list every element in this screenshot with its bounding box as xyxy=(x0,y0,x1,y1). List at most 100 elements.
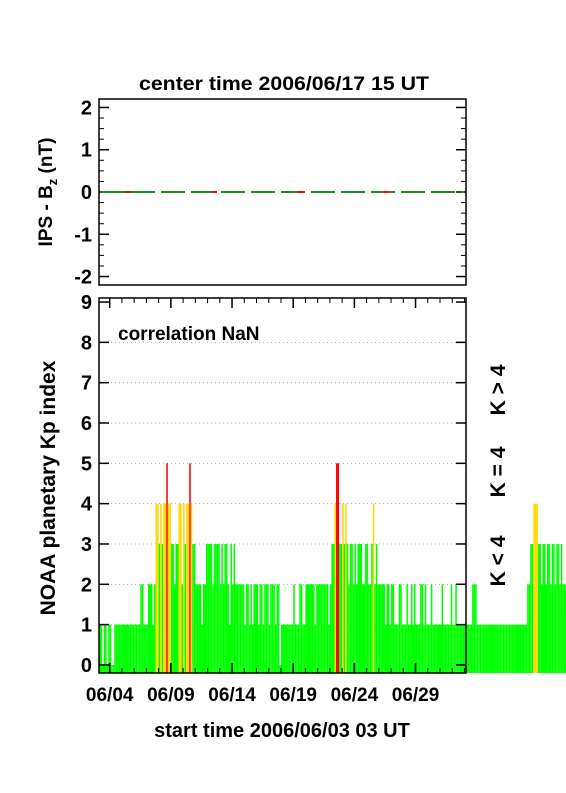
kp-bar xyxy=(521,624,523,673)
kp-bar xyxy=(485,624,488,673)
kp-bar xyxy=(129,624,132,673)
kp-bar xyxy=(543,543,546,673)
kp-bar xyxy=(418,624,421,673)
kp-bar xyxy=(459,624,462,673)
kp-bar xyxy=(332,543,335,673)
kp-bar xyxy=(517,624,520,673)
legend-entry: K > 4 xyxy=(487,364,510,415)
kp-bar xyxy=(420,584,422,673)
kp-bar xyxy=(528,584,531,673)
kp-bar xyxy=(308,584,311,673)
kp-bar xyxy=(484,624,486,673)
kp-bar xyxy=(458,624,460,673)
kp-bar xyxy=(496,624,499,673)
kp-bar xyxy=(343,543,346,673)
kp-bar xyxy=(192,543,194,673)
kp-bar xyxy=(511,624,514,673)
kp-bar xyxy=(201,624,203,673)
kp-bar xyxy=(443,624,445,673)
kp-bar xyxy=(291,624,294,673)
bottom-y-tick-label: 0 xyxy=(81,655,92,677)
kp-bar xyxy=(265,584,268,673)
kp-bar xyxy=(206,543,208,673)
kp-bar xyxy=(235,584,237,673)
kp-bar xyxy=(409,624,411,673)
kp-bar xyxy=(172,543,174,673)
top-panel-frame xyxy=(98,98,467,286)
kp-bar xyxy=(100,624,103,673)
kp-bar xyxy=(342,503,344,673)
kp-bar xyxy=(160,503,162,673)
kp-bar xyxy=(461,624,463,673)
kp-bar xyxy=(563,584,566,673)
top-y-tick-label: 0 xyxy=(81,182,92,204)
top-y-tick-label: -1 xyxy=(74,224,92,246)
kp-bar xyxy=(134,624,136,673)
kp-bar xyxy=(173,584,176,673)
kp-bar xyxy=(501,624,503,673)
kp-bar xyxy=(218,543,220,673)
kp-bar xyxy=(131,624,133,673)
kp-bar xyxy=(314,624,317,673)
kp-bar xyxy=(176,543,179,673)
kp-bar xyxy=(430,584,433,673)
kp-bar xyxy=(242,584,245,673)
kp-bar xyxy=(455,584,457,673)
kp-bar xyxy=(410,584,413,673)
kp-bar xyxy=(357,543,359,673)
kp-bar xyxy=(426,624,428,673)
kp-bar xyxy=(285,624,288,673)
kp-bar xyxy=(505,624,508,673)
bottom-x-tick-label: 06/04 xyxy=(86,685,134,706)
kp-bar xyxy=(475,584,477,673)
kp-bar xyxy=(230,543,233,673)
kp-bar xyxy=(228,624,231,673)
kp-bar xyxy=(322,584,324,673)
kp-bar xyxy=(287,624,289,673)
kp-bar xyxy=(395,624,398,673)
kp-bar xyxy=(479,624,482,673)
kp-bar xyxy=(444,624,447,673)
kp-bar xyxy=(551,543,554,673)
kp-bar xyxy=(294,624,297,673)
kp-bar xyxy=(290,624,292,673)
legend-entry: K < 4 xyxy=(487,535,510,586)
kp-bar xyxy=(352,584,355,673)
kp-bar xyxy=(267,584,269,673)
kp-bar xyxy=(433,624,436,673)
kp-bar xyxy=(550,584,552,673)
kp-bar xyxy=(216,543,219,673)
kp-bar xyxy=(464,624,466,673)
kp-bar xyxy=(297,624,300,673)
kp-bar xyxy=(238,584,240,673)
kp-bar xyxy=(354,543,356,673)
kp-bar xyxy=(264,584,266,673)
kp-bar xyxy=(175,543,177,673)
bottom-y-tick-label: 6 xyxy=(81,413,92,435)
kp-bar xyxy=(181,584,184,673)
kp-bar xyxy=(183,503,185,673)
kp-bar xyxy=(522,624,525,673)
bottom-y-tick-label: 3 xyxy=(81,534,92,556)
kp-bar xyxy=(270,584,272,673)
kp-bar xyxy=(548,543,551,673)
kp-bar xyxy=(446,624,448,673)
kp-bar xyxy=(143,624,145,673)
kp-bar xyxy=(137,624,139,673)
kp-bar xyxy=(435,624,437,673)
kp-bar xyxy=(556,543,558,673)
kp-bar xyxy=(384,624,387,673)
kp-bar xyxy=(540,584,543,673)
kp-bar xyxy=(299,584,301,673)
kp-bar xyxy=(470,624,473,673)
kp-bar xyxy=(491,624,494,673)
kp-bar xyxy=(400,584,402,673)
kp-legend: K > 4 K = 4 K < 4 xyxy=(487,364,510,586)
bottom-y-tick-label: 7 xyxy=(81,373,92,395)
kp-bar xyxy=(102,664,104,673)
kp-bar xyxy=(293,584,295,673)
kp-bar xyxy=(329,584,332,673)
kp-bar xyxy=(118,624,121,673)
kp-bar xyxy=(371,543,373,673)
